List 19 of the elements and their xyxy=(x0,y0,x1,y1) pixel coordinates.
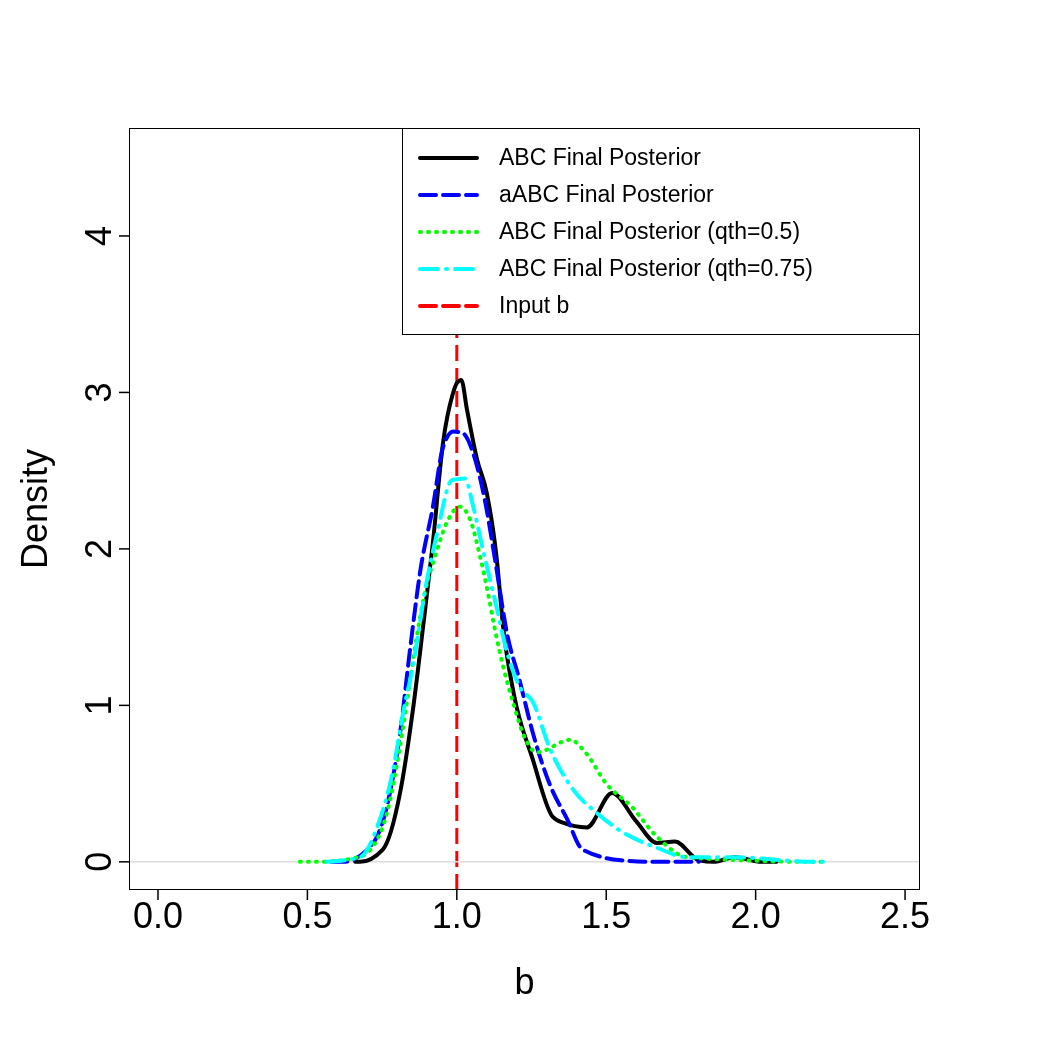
x-axis-title: b xyxy=(514,960,535,1002)
x-tick-label: 2.5 xyxy=(880,894,931,936)
x-tick-label: 1.0 xyxy=(431,894,482,936)
legend-label: aABC Final Posterior xyxy=(499,181,714,208)
y-axis-title: Density xyxy=(13,448,55,570)
legend-label: ABC Final Posterior xyxy=(499,144,701,171)
x-tick-label: 1.5 xyxy=(581,894,632,936)
x-tick-label: 0.5 xyxy=(282,894,333,936)
x-tick-label: 0.0 xyxy=(132,894,184,936)
y-tick-label: 2 xyxy=(78,538,119,559)
y-tick-label: 0 xyxy=(78,851,119,872)
ref-line-label: Input b xyxy=(499,292,570,319)
legend-label: ABC Final Posterior (qth=0.75) xyxy=(499,255,813,282)
line-series xyxy=(329,429,701,864)
y-tick-label: 1 xyxy=(78,695,119,716)
y-tick-label: 3 xyxy=(78,382,119,403)
legend-label: ABC Final Posterior (qth=0.5) xyxy=(499,218,801,245)
y-tick-label: 4 xyxy=(78,225,119,246)
x-tick-label: 2.0 xyxy=(730,894,781,936)
